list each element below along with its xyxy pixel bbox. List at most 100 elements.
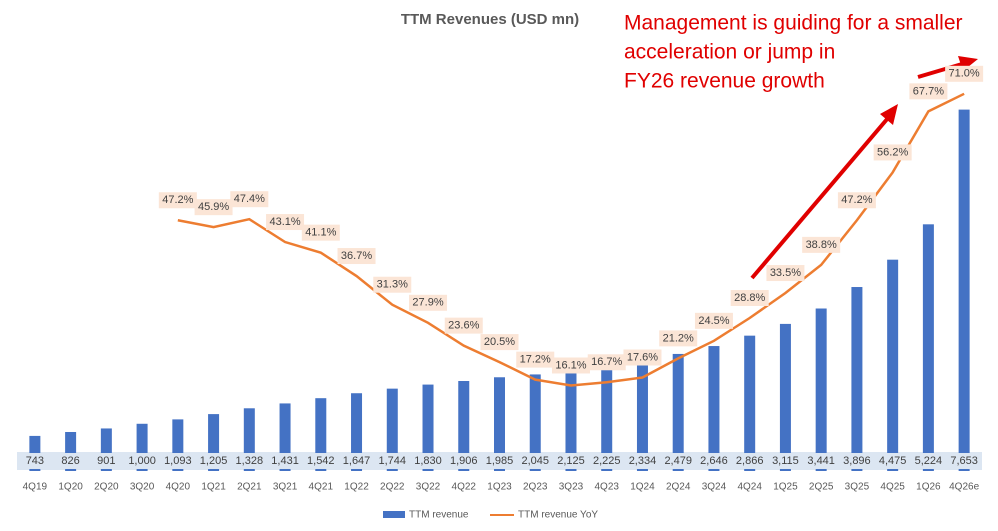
x-tick-label: 3Q23 [559,482,584,493]
label-box [54,453,87,469]
bar [529,374,541,471]
data-label: 4,475 [879,455,907,467]
data-label: 36.7% [341,250,372,262]
x-tick-label: 3Q22 [416,482,441,493]
data-label: 2,334 [629,455,657,467]
data-label: 1,000 [128,455,156,467]
data-label: 1,647 [343,455,371,467]
label-box [912,453,945,469]
x-tick-label: 3Q25 [845,482,870,493]
x-tick-label: 1Q23 [487,482,512,493]
label-box [519,453,552,469]
x-tick-label: 1Q25 [773,482,798,493]
x-tick-label: 1Q24 [630,482,655,493]
label-box [197,453,230,469]
bar [744,335,756,471]
data-label: 3,115 [772,455,799,467]
bar [458,380,470,471]
bar [351,393,363,471]
label-box [194,199,233,216]
bar [422,384,434,471]
annotation: acceleration or jump in [624,41,835,64]
label-box [266,214,305,231]
bar [386,388,398,471]
legend: TTM revenue TTM revenue YoY [383,510,598,521]
bar [565,370,577,471]
data-label: 2,646 [700,455,728,467]
data-label: 1,830 [414,455,442,467]
label-box [373,276,412,293]
data-label: 21.2% [663,332,694,344]
bar [172,419,184,471]
label-box [948,453,981,469]
data-label: 2,045 [521,455,549,467]
label-box [340,453,373,469]
data-label: 901 [97,455,115,467]
label-box [554,453,587,469]
label-box [90,453,123,469]
label-box [909,83,948,100]
data-label: 16.7% [591,356,622,368]
bar [851,287,863,471]
label-box [551,357,590,374]
x-tick-label: 4Q26e [949,482,979,493]
data-label: 1,744 [379,455,407,467]
label-box [626,453,659,469]
data-label: 3,896 [843,455,871,467]
bar [494,377,505,471]
label-box [805,453,838,469]
data-label: 67.7% [913,85,944,97]
x-tick-label: 2Q20 [94,482,119,493]
x-tick-label: 4Q20 [166,482,191,493]
bar [815,308,827,471]
label-box [876,453,909,469]
label-box [587,354,626,371]
x-tick-label: 4Q24 [737,482,762,493]
data-label: 31.3% [377,279,408,291]
data-label: 47.2% [162,194,193,206]
x-tick-label: 4Q21 [309,482,334,493]
label-box [301,224,340,241]
x-tick-label: 2Q24 [666,482,691,493]
data-label: 2,479 [664,455,692,467]
x-tick-label: 3Q20 [130,482,155,493]
legend-label: TTM revenue [409,510,469,521]
data-label: 56.2% [877,146,908,158]
label-box [161,453,194,469]
x-tick-label: 1Q26 [916,482,941,493]
x-tick-label: 3Q24 [702,482,727,493]
x-tick-label: 2Q25 [809,482,834,493]
label-box [769,453,802,469]
data-label: 38.8% [806,239,837,251]
label-box [18,453,51,469]
bar [601,365,613,471]
data-label: 1,542 [307,455,335,467]
bar [208,414,220,471]
annotation: FY26 revenue growth [624,70,825,93]
x-tick-label: 2Q23 [523,482,548,493]
data-label: 1,328 [236,455,264,467]
label-box [126,453,159,469]
label-box [483,453,516,469]
x-tick-label: 3Q21 [273,482,298,493]
data-label: 17.6% [627,351,658,363]
label-box [697,453,730,469]
bar [958,109,970,471]
x-tick-label: 4Q23 [594,482,619,493]
data-label: 24.5% [698,315,729,327]
data-label: 1,205 [200,455,228,467]
data-label: 5,224 [915,455,943,467]
x-tick-label: 1Q21 [201,482,226,493]
bar [708,346,720,471]
label-box [837,192,876,209]
x-tick-label: 1Q20 [58,482,83,493]
x-tick-label: 4Q25 [880,482,905,493]
bar [136,423,148,471]
label-box [662,453,695,469]
data-label: 23.6% [448,320,479,332]
data-label: 2,225 [593,455,621,467]
label-box [158,192,197,209]
legend-swatch [383,511,405,518]
data-label: 43.1% [269,216,300,228]
